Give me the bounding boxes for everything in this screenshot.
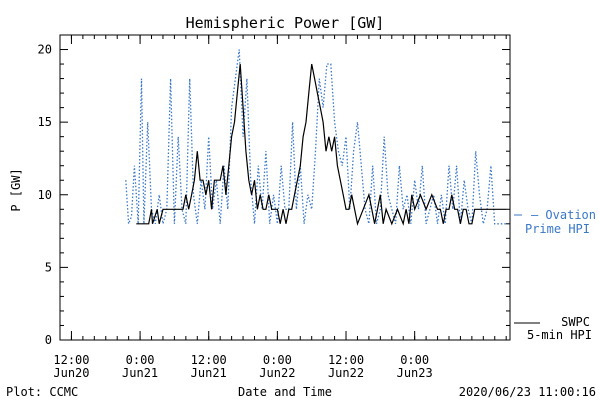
legend-ovation-line2: Prime HPI: [525, 222, 590, 236]
x-axis-label: Date and Time: [238, 385, 332, 399]
y-axis-label: P [GW]: [9, 168, 23, 211]
plot-credit: Plot: CCMC: [6, 385, 78, 399]
legend-swpc-line1: SWPC: [561, 315, 590, 329]
plot-frame: [59, 34, 511, 341]
y-tick-label: 10: [38, 188, 52, 202]
x-tick-label-date: Jun22: [259, 366, 295, 380]
series-swpc-line: [136, 63, 507, 226]
x-tick-label-date: Jun21: [191, 366, 227, 380]
chart-title: Hemispheric Power [GW]: [186, 14, 385, 32]
x-tick-label-date: Jun21: [122, 366, 158, 380]
legend-ovation-line1: — Ovation: [531, 208, 596, 222]
plot-timestamp: 2020/06/23 11:00:16: [459, 385, 596, 399]
series-ovation-prime-line: [125, 49, 507, 225]
legend-swpc-line2: 5-min HPI: [527, 328, 592, 342]
y-tick-label: 20: [38, 43, 52, 57]
x-tick-label-date: Jun20: [53, 366, 89, 380]
series-layer: [125, 49, 507, 226]
x-tick-label-time: 12:00: [191, 353, 227, 367]
y-tick-label: 15: [38, 115, 52, 129]
x-tick-label-time: 0:00: [263, 353, 292, 367]
plot-axes: 0510152012:00Jun200:00Jun2112:00Jun210:0…: [38, 34, 511, 380]
x-tick-label-time: 12:00: [53, 353, 89, 367]
legend: — Ovation Prime HPI SWPC 5-min HPI: [514, 208, 596, 342]
x-tick-label-date: Jun23: [397, 366, 433, 380]
y-tick-label: 0: [45, 333, 52, 347]
x-tick-label-time: 0:00: [400, 353, 429, 367]
x-tick-label-date: Jun22: [328, 366, 364, 380]
y-tick-label: 5: [45, 260, 52, 274]
x-tick-label-time: 0:00: [126, 353, 155, 367]
x-tick-label-time: 12:00: [328, 353, 364, 367]
